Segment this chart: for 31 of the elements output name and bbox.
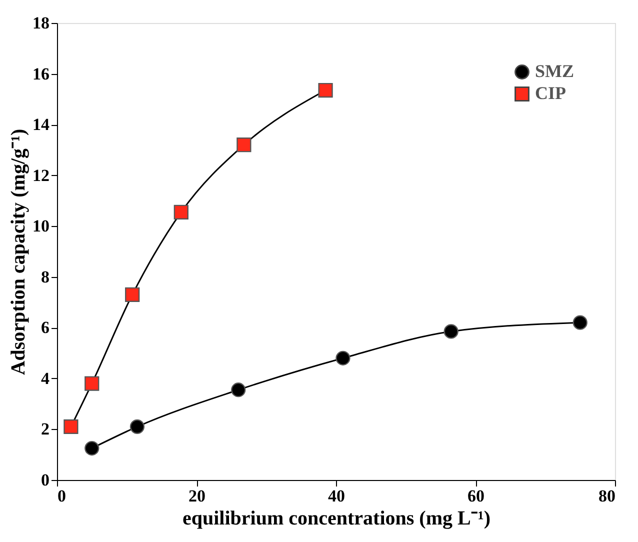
point (130, 419, 145, 434)
point (231, 382, 246, 398)
y-tick-label: 12 (32, 166, 50, 185)
x-tick-label: 60 (468, 486, 484, 506)
y-tick-label: 2 (41, 420, 50, 439)
legend-label: SMZ (535, 61, 574, 81)
y-tick-label: 0 (41, 470, 50, 490)
y-tick-label: 16 (32, 64, 50, 84)
point (236, 138, 252, 152)
point (444, 324, 458, 339)
x-tick-label: 80 (598, 486, 616, 506)
point (64, 419, 78, 434)
y-tick-label: 4 (41, 368, 50, 388)
x-axis-title: equilibrium concentrations (mg L⁻¹) (182, 508, 490, 530)
x-tick-label: 0 (58, 486, 66, 506)
y-tick-label: 14 (32, 115, 50, 134)
point (174, 204, 188, 220)
x-tick-label: 20 (188, 486, 206, 506)
legend-label: CIP (535, 83, 566, 103)
y-axis-title: Adsorption capacity (mg/g⁻¹) (8, 128, 30, 376)
point (125, 287, 140, 302)
y-tick-label: 18 (32, 14, 50, 32)
point (336, 350, 350, 366)
point (84, 376, 100, 391)
point (572, 315, 588, 330)
point (84, 440, 100, 456)
y-tick-label: 10 (32, 216, 50, 236)
point (318, 82, 333, 98)
x-tick-label: 40 (328, 486, 345, 506)
y-tick-label: 6 (41, 318, 50, 338)
y-tick-label: 8 (41, 267, 50, 286)
